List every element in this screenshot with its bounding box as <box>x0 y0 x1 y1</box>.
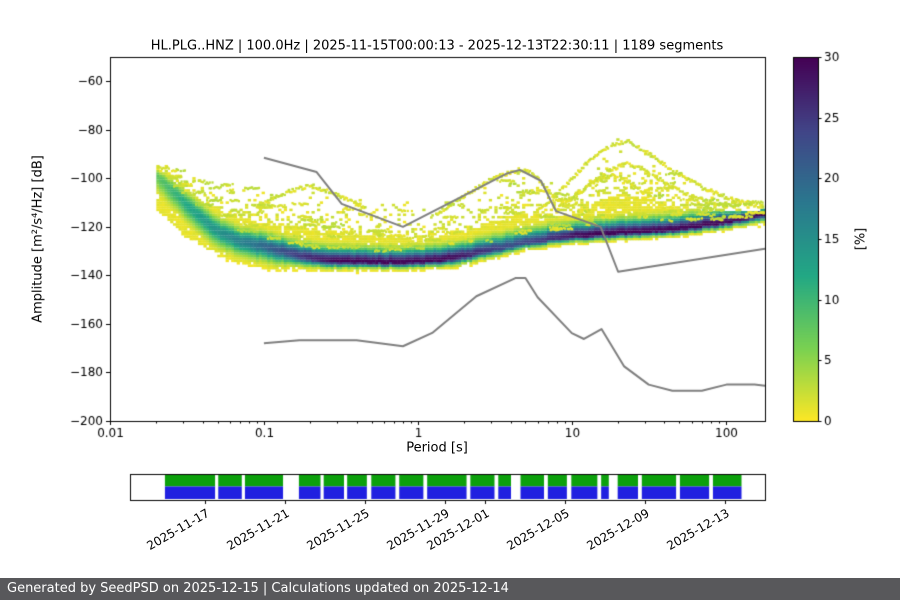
footer-bar: Generated by SeedPSD on 2025-12-15 | Cal… <box>0 578 900 600</box>
ppsd-plot-canvas <box>0 0 900 565</box>
x-axis-label: Period [s] <box>406 440 468 456</box>
y-axis-label: Amplitude [m²/s⁴/Hz] [dB] <box>30 155 46 323</box>
colorbar-label: [%] <box>853 227 869 251</box>
plot-title: HL.PLG..HNZ | 100.0Hz | 2025-11-15T00:00… <box>150 38 724 54</box>
footer-text: Generated by SeedPSD on 2025-12-15 | Cal… <box>7 581 509 596</box>
